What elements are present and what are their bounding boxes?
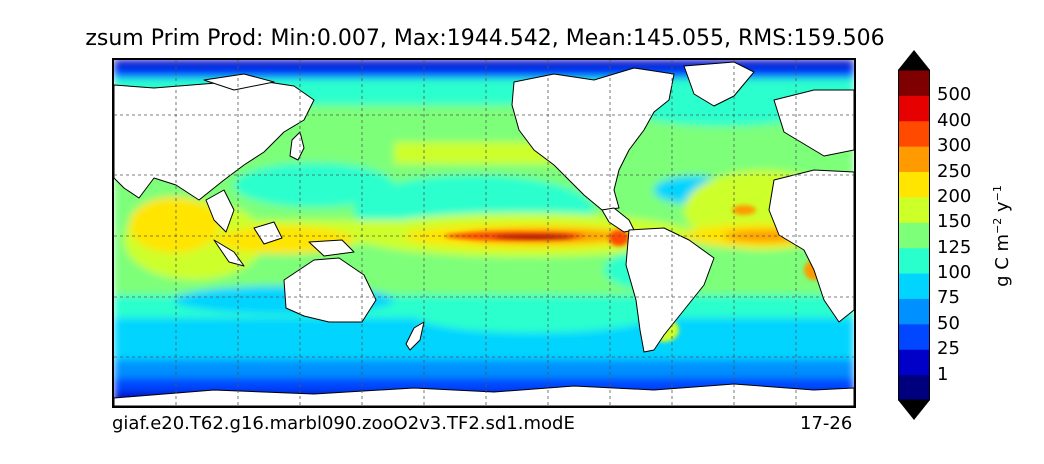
colorbar-segment	[898, 70, 930, 96]
colorbar-segment	[898, 273, 930, 299]
australia	[283, 257, 377, 323]
new-zealand	[405, 321, 425, 351]
colorbar-segment	[898, 95, 930, 122]
colorbar-tick-label: 100	[937, 262, 972, 284]
ocean-map-svg	[114, 60, 854, 406]
units-prefix: g C m	[992, 233, 1013, 287]
japan-island	[289, 131, 305, 161]
south-america	[625, 227, 715, 353]
europe	[773, 89, 854, 157]
colorbar-tick-label: 200	[937, 185, 972, 207]
colorbar-tick-label: 1	[937, 363, 949, 385]
new-guinea	[308, 239, 355, 257]
units-exp1: −2	[991, 217, 1004, 234]
colorbar-over-triangle	[898, 50, 930, 70]
units-exp2: −1	[991, 185, 1004, 202]
colorbar-tick-label: 150	[937, 211, 972, 233]
colorbar-segment	[898, 374, 930, 401]
colorbar-segment	[898, 120, 930, 147]
colorbar-tick-label: 250	[937, 160, 972, 182]
colorbar-units-label: g C m−2 y−1	[991, 185, 1013, 287]
colorbar-tick-label: 500	[937, 84, 972, 106]
colorbar-segment	[898, 146, 930, 173]
colorbar-frame	[898, 69, 930, 401]
sumatra	[213, 239, 245, 267]
ocean-map	[112, 58, 856, 408]
colorbar-tick-label: 75	[937, 287, 960, 309]
north-america	[511, 67, 675, 211]
case-name-label: giaf.e20.T62.g16.marbl090.zooO2v3.TF2.sd…	[112, 413, 575, 434]
colorbar-under-triangle	[898, 400, 930, 420]
colorbar-tick-label: 125	[937, 236, 972, 258]
plot-title: zsum Prim Prod: Min:0.007, Max:1944.542,…	[85, 26, 885, 51]
colorbar-segment	[898, 222, 930, 249]
colorbar-segment	[898, 323, 930, 350]
colorbar-segment	[898, 349, 930, 376]
colorbar-tick-label: 300	[937, 135, 972, 157]
colorbar-segment	[898, 196, 930, 223]
colorbar-tick-label: 50	[937, 312, 960, 334]
indochina	[205, 189, 235, 233]
antarctica	[114, 383, 854, 406]
colorbar-segment	[898, 171, 930, 198]
colorbar-segment	[898, 247, 930, 274]
colorbar-tick-label: 25	[937, 338, 960, 360]
gridlines	[114, 60, 854, 406]
land	[114, 61, 854, 406]
colorbar-tick-label: 400	[937, 109, 972, 131]
colorbar-segment	[898, 298, 930, 325]
arctic-islands	[203, 73, 275, 91]
borneo	[253, 221, 283, 245]
africa	[768, 169, 854, 323]
colorbar	[898, 50, 930, 420]
units-mid: y	[992, 201, 1013, 218]
years-label: 17-26	[800, 413, 853, 434]
